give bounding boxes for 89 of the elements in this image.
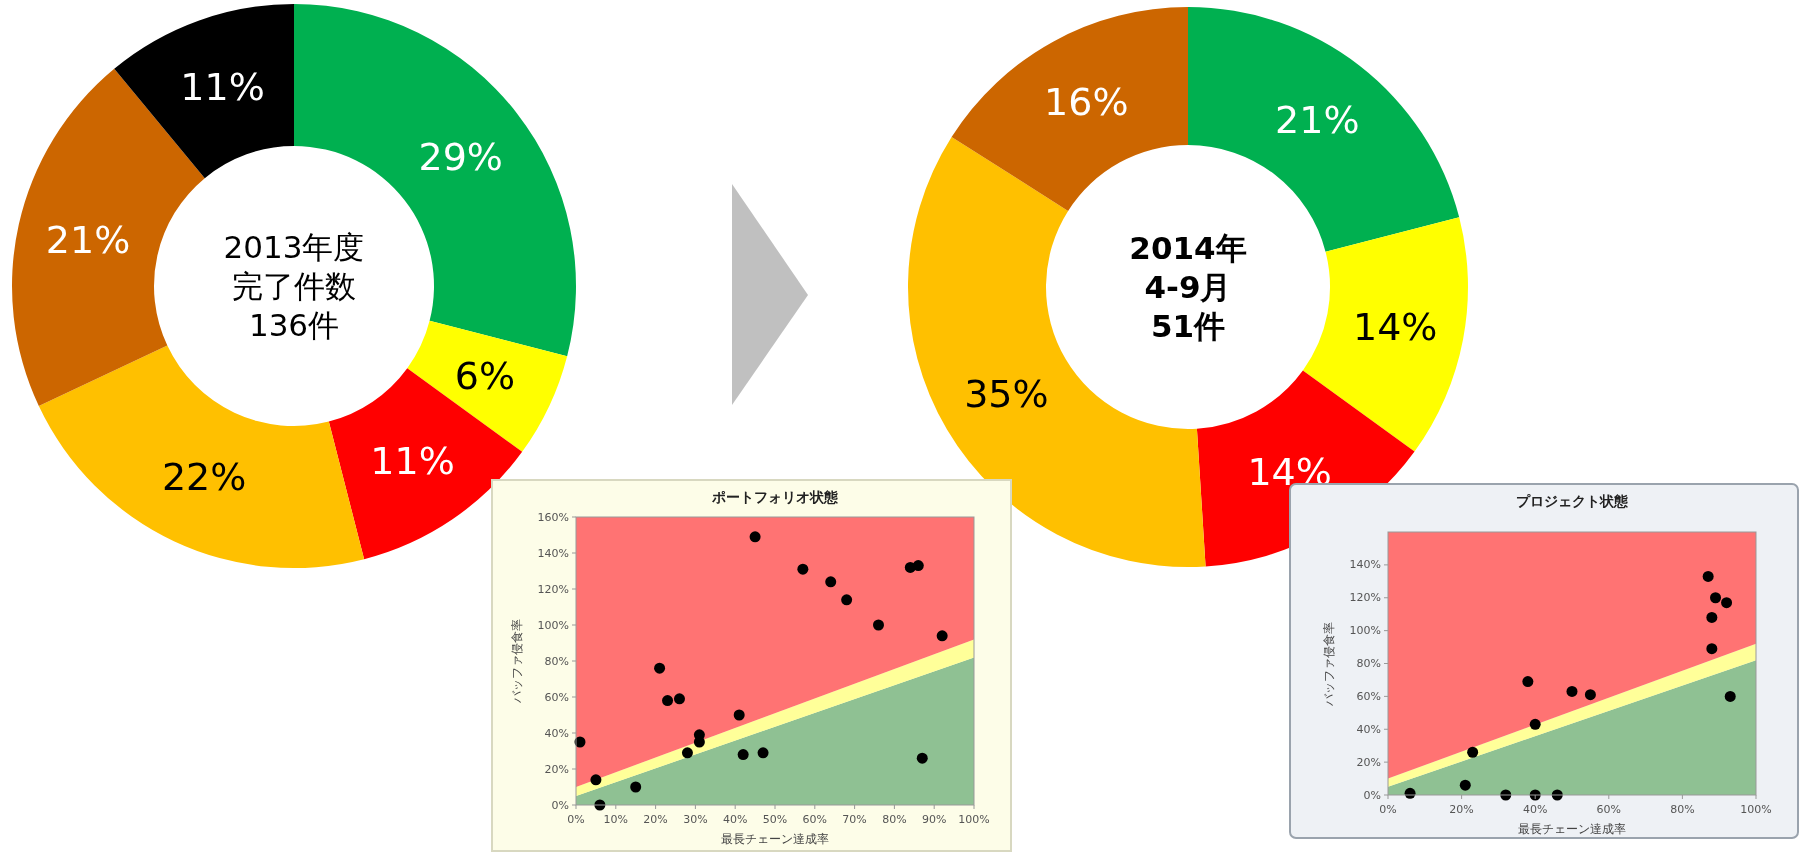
donut-slice: [38, 345, 365, 568]
donut-slice: [1302, 217, 1468, 452]
y-tick-label: 60%: [544, 690, 569, 704]
point: [673, 693, 685, 705]
point: [590, 774, 602, 786]
point: [1467, 746, 1479, 758]
y-tick-label: 80%: [1356, 657, 1381, 670]
text: 2014年: [1129, 230, 1247, 267]
y-tick-label: 160%: [537, 510, 569, 524]
x-tick-label: 60%: [1596, 803, 1622, 816]
x-tick-label: 100%: [958, 813, 990, 826]
x-tick-label: 60%: [802, 813, 828, 826]
x-tick-label: 10%: [603, 813, 629, 826]
y-tick-label: 20%: [1356, 755, 1381, 769]
chart-title: ポートフォリオ状態: [711, 489, 839, 505]
point: [1522, 676, 1534, 688]
x-tick-label: 100%: [1740, 803, 1772, 816]
chart-title: プロジェクト状態: [1516, 493, 1629, 509]
point: [1721, 597, 1733, 609]
point: [662, 695, 674, 707]
x-tick-label: 50%: [762, 813, 788, 826]
data-label: 21%: [45, 217, 131, 262]
y-tick-label: 120%: [537, 582, 569, 596]
point: [681, 747, 693, 759]
data-label: 11%: [180, 65, 265, 110]
point: [872, 619, 884, 631]
y-tick-label: 100%: [537, 618, 569, 632]
x-tick-label: 40%: [722, 813, 748, 826]
y-tick-label: 80%: [544, 654, 569, 668]
point: [630, 781, 642, 793]
data-label: 6%: [454, 353, 516, 398]
text: 136件: [248, 306, 340, 343]
x-tick-label: 0%: [567, 813, 585, 826]
data-label: 16%: [1044, 80, 1129, 125]
x-tick-label: 80%: [1670, 803, 1695, 816]
point: [912, 560, 924, 572]
donut-slice: [951, 7, 1188, 211]
point: [1710, 592, 1722, 604]
x-tick-label: 40%: [1522, 803, 1548, 816]
data-label: 11%: [370, 438, 455, 483]
x-tick-label: 80%: [882, 813, 907, 826]
point: [1702, 570, 1714, 582]
y-tick-label: 140%: [537, 546, 569, 560]
y-tick-label: 100%: [1349, 624, 1381, 638]
point: [749, 531, 761, 543]
y-tick-label: 0%: [1363, 788, 1381, 802]
y-tick-label: 40%: [544, 726, 569, 740]
data-label: 14%: [1353, 304, 1438, 349]
data-label: 29%: [418, 134, 503, 179]
y-tick-label: 60%: [1356, 689, 1381, 703]
y-tick-label: 20%: [544, 762, 569, 776]
point: [733, 709, 745, 721]
point: [916, 752, 928, 764]
point: [1459, 779, 1471, 791]
text: 4-9月: [1144, 269, 1232, 305]
text: 51件: [1150, 307, 1226, 344]
x-tick-label: 70%: [842, 813, 867, 826]
x-tick-label: 90%: [921, 813, 947, 826]
point: [1724, 690, 1736, 702]
donut-slice: [114, 4, 294, 179]
point: [1584, 689, 1596, 701]
point: [936, 630, 948, 642]
data-label: 35%: [964, 372, 1049, 417]
x-tick-label: 30%: [683, 813, 708, 826]
y-axis-title: バッファ侵食率: [510, 619, 524, 704]
x-axis-title: 最長チェーン達成率: [721, 832, 829, 846]
y-axis-title: バッファ侵食率: [1322, 621, 1336, 707]
point: [1706, 611, 1718, 623]
point: [1706, 643, 1718, 655]
y-tick-label: 140%: [1349, 558, 1381, 572]
point: [757, 747, 769, 759]
data-label: 22%: [161, 454, 247, 499]
x-tick-label: 20%: [1449, 803, 1474, 816]
point: [825, 576, 837, 588]
point: [841, 594, 853, 606]
x-tick-label: 20%: [643, 813, 668, 826]
point: [797, 563, 809, 575]
text: 完了件数: [232, 268, 356, 304]
point: [737, 749, 749, 761]
data-label: 21%: [1275, 98, 1360, 143]
y-tick-label: 120%: [1349, 591, 1381, 605]
x-axis-title: 最長チェーン達成率: [1518, 822, 1626, 836]
point: [1566, 685, 1578, 697]
data-label: 14%: [1247, 449, 1332, 494]
point: [654, 662, 666, 674]
text: 2013年度: [223, 229, 365, 266]
y-tick-label: 40%: [1356, 722, 1381, 736]
point: [1529, 718, 1541, 730]
x-tick-label: 0%: [1379, 803, 1397, 816]
